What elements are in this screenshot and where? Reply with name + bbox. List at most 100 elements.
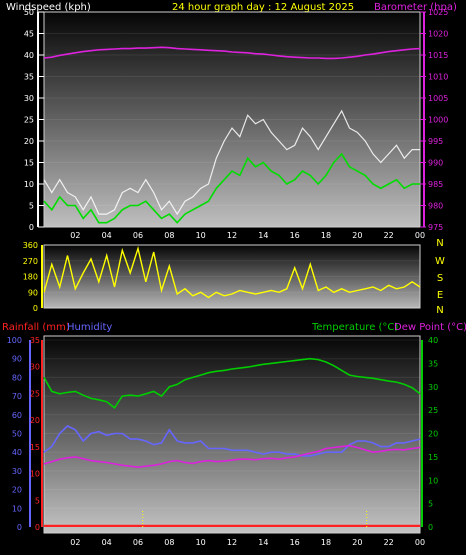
barometer-ytick-label: 1015 — [428, 51, 448, 60]
direction-ytick-label: 0 — [33, 304, 38, 313]
temperature-ytick-label: 0 — [428, 523, 433, 532]
humidity-ytick-label: 90 — [12, 355, 22, 364]
dewpoint-line — [43, 444, 421, 469]
temperature-xtick-label: 10 — [196, 538, 206, 547]
rainfall-ytick-label: 15 — [30, 443, 40, 452]
humidity-ytick-label: 60 — [12, 411, 22, 420]
humidity-ytick-label: 80 — [12, 373, 22, 382]
humidity-ytick-label: 50 — [12, 430, 22, 439]
wind-plot-area — [43, 11, 421, 228]
temperature-ytick-label: 25 — [428, 406, 438, 415]
wind-xtick-label: 08 — [164, 231, 174, 240]
wind-ytick-label: 25 — [24, 116, 34, 125]
wind-xtick-label: 06 — [133, 231, 143, 240]
compass-label: N — [436, 238, 443, 249]
temperature-xtick-label: 00 — [415, 538, 425, 547]
wind-xtick-label: 18 — [321, 231, 331, 240]
wind-ytick-label: 45 — [24, 30, 34, 39]
temperature-xtick-label: 18 — [321, 538, 331, 547]
humidity-ytick-label: 20 — [12, 486, 22, 495]
right-axis-title-dewpoint: Dew Point (°C) — [394, 322, 466, 333]
wind-ytick-label: 30 — [24, 94, 34, 103]
temperature-xtick-label: 12 — [227, 538, 237, 547]
humidity-ytick-label: 40 — [12, 448, 22, 457]
wind-xtick-label: 20 — [352, 231, 362, 240]
temperature-xtick-label: 04 — [102, 538, 112, 547]
barometer-ytick-label: 1005 — [428, 94, 448, 103]
temperature-xtick-label: 20 — [352, 538, 362, 547]
temperature-plot-area — [43, 335, 421, 534]
temperature-xtick-label: 02 — [70, 538, 80, 547]
right-axis-title-temperature: Temperature (°C) — [311, 322, 398, 333]
rainfall-ytick-label: 35 — [30, 336, 40, 345]
wind-xtick-label: 04 — [102, 231, 112, 240]
barometer-ytick-label: 975 — [428, 223, 443, 232]
wind-xtick-label: 02 — [70, 231, 80, 240]
humidity-ytick-label: 10 — [12, 504, 22, 513]
temperature-xtick-label: 16 — [290, 538, 300, 547]
wind-xtick-label: 12 — [227, 231, 237, 240]
wind-ytick-label: 5 — [29, 202, 34, 211]
temperature-xtick-label: 22 — [384, 538, 394, 547]
temperature-line — [43, 357, 421, 409]
wind-speed-line — [43, 152, 420, 224]
rainfall-ytick-label: 20 — [30, 416, 40, 425]
barometer-ytick-label: 1010 — [428, 73, 448, 82]
temperature-ytick-label: 20 — [428, 430, 438, 439]
chart-title: 24 hour graph day : 12 August 2025 — [172, 2, 354, 13]
temperature-ytick-label: 5 — [428, 500, 433, 509]
humidity-ytick-label: 100 — [7, 336, 22, 345]
barometer-ytick-label: 1025 — [428, 8, 448, 17]
wind-xtick-label: 00 — [415, 231, 425, 240]
direction-ytick-label: 180 — [23, 273, 38, 282]
wind-direction-line — [43, 245, 421, 299]
wind-xtick-label: 10 — [196, 231, 206, 240]
temperature-humidity-panel: 0 10 20 30 40 50 60 70 80 90 100 0 5 10 15 20 25 30 35 0 5… — [7, 335, 438, 547]
temperature-ytick-label: 15 — [428, 453, 438, 462]
rainfall-ytick-label: 10 — [30, 470, 40, 479]
temperature-ytick-label: 30 — [428, 383, 438, 392]
compass-label: E — [437, 290, 443, 301]
wind-xtick-label: 22 — [384, 231, 394, 240]
barometer-line — [43, 46, 421, 60]
left-axis-title-rainfall: Rainfall (mm) — [2, 322, 70, 333]
wind-gust-line — [43, 109, 420, 216]
humidity-line — [43, 425, 421, 457]
direction-ytick-label: 360 — [23, 241, 38, 250]
temperature-xtick-label: 06 — [133, 538, 143, 547]
barometer-ytick-label: 1000 — [428, 116, 448, 125]
compass-label: N — [436, 305, 443, 316]
barometer-ytick-label: 980 — [428, 202, 443, 211]
temperature-ytick-label: 10 — [428, 476, 438, 485]
temperature-xtick-label: 08 — [164, 538, 174, 547]
compass-label: W — [435, 256, 445, 267]
wind-ytick-label: 40 — [24, 51, 34, 60]
barometer-ytick-label: 985 — [428, 180, 443, 189]
wind-ytick-label: 15 — [24, 159, 34, 168]
humidity-ytick-label: 70 — [12, 392, 22, 401]
wind-xtick-label: 16 — [290, 231, 300, 240]
humidity-ytick-label: 30 — [12, 467, 22, 476]
direction-ytick-label: 270 — [23, 257, 38, 266]
wind-ytick-label: 35 — [24, 73, 34, 82]
compass-label: S — [437, 273, 443, 284]
direction-ytick-label: 90 — [28, 288, 38, 297]
rainfall-ytick-label: 30 — [30, 363, 40, 372]
rainfall-ytick-label: 0 — [35, 523, 40, 532]
wind-ytick-label: 10 — [24, 180, 34, 189]
temperature-ytick-label: 40 — [428, 336, 438, 345]
left-axis-title-humidity: Humidity — [67, 322, 112, 333]
wind-ytick-label: 50 — [24, 8, 34, 17]
temperature-ytick-label: 35 — [428, 359, 438, 368]
right-axis-title-barometer: Barometer (hpa) — [374, 2, 457, 13]
wind-ytick-label: 20 — [24, 137, 34, 146]
left-axis-title-wind: Windspeed (kph) — [6, 2, 91, 13]
barometer-ytick-label: 1020 — [428, 30, 448, 39]
rainfall-ytick-label: 25 — [30, 389, 40, 398]
wind-xtick-label: 14 — [258, 231, 268, 240]
barometer-ytick-label: 995 — [428, 137, 443, 146]
barometer-ytick-label: 990 — [428, 159, 443, 168]
